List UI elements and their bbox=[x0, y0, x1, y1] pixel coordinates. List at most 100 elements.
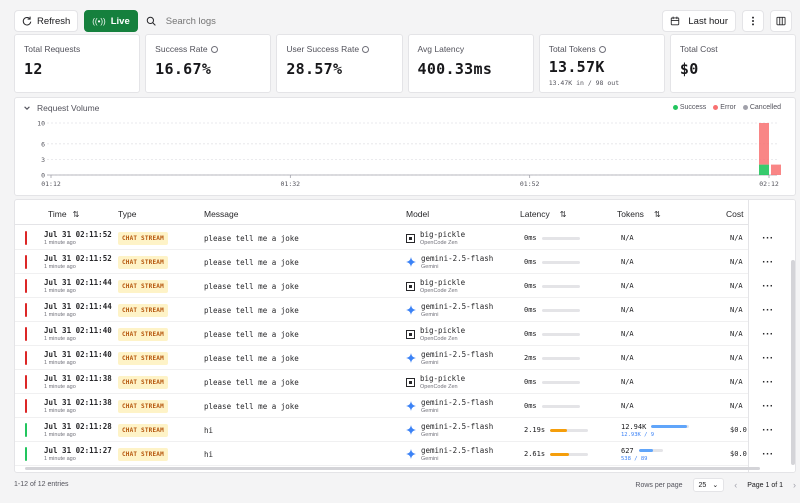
relative-time: 1 minute ago bbox=[44, 432, 76, 438]
time-range-button[interactable]: Last hour bbox=[662, 10, 736, 32]
gemini-sparkle-icon bbox=[406, 401, 416, 411]
column-header-cost: Cost bbox=[726, 209, 744, 219]
tokens-bar bbox=[651, 425, 690, 428]
row-actions-button[interactable]: ··· bbox=[761, 303, 775, 317]
row-actions-button[interactable]: ··· bbox=[761, 351, 775, 365]
gemini-sparkle-icon bbox=[406, 305, 416, 315]
tokens-breakdown: 12.93K / 9 bbox=[621, 431, 655, 438]
stat-card-total-cost: Total Cost $0 bbox=[669, 34, 797, 93]
time-range-label: Last hour bbox=[688, 15, 728, 27]
latency-bar bbox=[541, 332, 580, 336]
model-provider: Gemini bbox=[421, 408, 439, 414]
chevron-down-icon: ⌄ bbox=[712, 482, 719, 489]
table-row[interactable]: Jul 31 02:11:44 1 minute ago CHAT STREAM pl… bbox=[15, 274, 795, 298]
latency-value: 2.19s bbox=[524, 426, 546, 434]
message-text: please tell me a joke bbox=[204, 233, 299, 243]
y-tick-label: 6 bbox=[41, 140, 45, 148]
table-row[interactable]: Jul 31 02:11:38 1 minute ago CHAT STREAM pl… bbox=[15, 370, 795, 394]
row-actions-button[interactable]: ··· bbox=[761, 231, 775, 245]
tokens-value: 12.94K bbox=[621, 422, 647, 431]
stats-row: Total Requests 12 Success Rate 16.67% Us… bbox=[14, 34, 797, 93]
table-row[interactable]: Jul 31 02:11:44 1 minute ago CHAT STREAM pl… bbox=[15, 298, 795, 322]
row-actions-button[interactable]: ··· bbox=[761, 327, 775, 341]
relative-time: 1 minute ago bbox=[44, 336, 76, 342]
gemini-sparkle-icon bbox=[406, 353, 416, 363]
stat-label: Total Tokens bbox=[548, 44, 596, 54]
prev-page-button[interactable]: ‹ bbox=[734, 480, 738, 490]
latency-bar bbox=[541, 260, 580, 264]
latency-value: 0ms bbox=[524, 258, 537, 266]
latency-value: 2ms bbox=[524, 354, 537, 362]
stat-card-total-tokens: Total Tokens 13.57K 13.47K in / 98 out bbox=[538, 34, 665, 93]
type-badge: CHAT STREAM bbox=[118, 327, 168, 341]
gemini-sparkle-icon bbox=[406, 449, 416, 459]
info-icon[interactable] bbox=[210, 45, 218, 53]
next-page-button[interactable]: › bbox=[793, 480, 796, 490]
table-row[interactable]: Jul 31 02:11:52 1 minute ago CHAT STREAM pl… bbox=[15, 226, 795, 250]
column-header-tokens[interactable]: Tokens ⇅ bbox=[617, 209, 661, 219]
model-name: gemini-2.5-flash bbox=[421, 398, 494, 407]
search-input[interactable] bbox=[165, 15, 466, 27]
row-actions-button[interactable]: ··· bbox=[761, 399, 775, 413]
message-text: hi bbox=[204, 449, 214, 459]
type-badge: CHAT STREAM bbox=[118, 447, 168, 461]
tokens-value: N/A bbox=[621, 330, 634, 338]
row-actions-button[interactable]: ··· bbox=[761, 279, 775, 293]
refresh-button[interactable]: Refresh bbox=[14, 10, 79, 32]
row-actions-button[interactable]: ··· bbox=[761, 375, 775, 389]
tokens-value: N/A bbox=[621, 234, 634, 242]
column-header-time[interactable]: Time ⇅ bbox=[48, 209, 80, 219]
vertical-scrollbar[interactable] bbox=[791, 260, 795, 465]
stat-value: 12 bbox=[24, 60, 43, 78]
tokens-value: N/A bbox=[621, 282, 634, 290]
latency-bar bbox=[541, 380, 580, 384]
model-provider: OpenCode Zen bbox=[420, 240, 458, 246]
table-row[interactable]: Jul 31 02:11:40 1 minute ago CHAT STREAM pl… bbox=[15, 322, 795, 346]
type-badge: CHAT STREAM bbox=[118, 279, 168, 293]
sort-icon[interactable]: ⇅ bbox=[72, 209, 80, 219]
legend-item-success: Success bbox=[672, 104, 706, 111]
columns-button[interactable] bbox=[770, 10, 792, 32]
sort-icon[interactable]: ⇅ bbox=[653, 209, 661, 219]
chevron-down-icon[interactable] bbox=[23, 104, 31, 112]
latency-value: 0ms bbox=[524, 330, 537, 338]
status-indicator bbox=[25, 375, 27, 389]
table-row[interactable]: Jul 31 02:11:40 1 minute ago CHAT STREAM pl… bbox=[15, 346, 795, 370]
table-row[interactable]: Jul 31 02:11:38 1 minute ago CHAT STREAM pl… bbox=[15, 394, 795, 418]
chart-header[interactable]: Request Volume bbox=[23, 103, 99, 113]
relative-time: 1 minute ago bbox=[44, 384, 76, 390]
row-actions-button[interactable]: ··· bbox=[761, 255, 775, 269]
request-volume-chart: 10 6 3 001:12 01:32 01:52 02:12 bbox=[37, 120, 781, 188]
column-header-latency[interactable]: Latency ⇅ bbox=[520, 209, 567, 219]
relative-time: 1 minute ago bbox=[44, 288, 76, 294]
timestamp: Jul 31 02:11:52 bbox=[44, 254, 112, 263]
row-actions-button[interactable]: ··· bbox=[761, 423, 775, 437]
model-provider: OpenCode Zen bbox=[420, 288, 458, 294]
sort-icon[interactable]: ⇅ bbox=[559, 209, 567, 219]
more-horizontal-icon: ··· bbox=[762, 376, 774, 388]
bar-success bbox=[759, 164, 769, 175]
rows-per-page-select[interactable]: 25 ⌄ bbox=[692, 478, 725, 492]
page-indicator: Page 1 of 1 bbox=[747, 481, 783, 489]
table-row[interactable]: Jul 31 02:11:28 1 minute ago CHAT STREAM hi… bbox=[15, 418, 795, 442]
info-icon[interactable] bbox=[362, 45, 370, 53]
message-text: please tell me a joke bbox=[204, 281, 299, 291]
table-row[interactable]: Jul 31 02:11:52 1 minute ago CHAT STREAM pl… bbox=[15, 250, 795, 274]
live-button[interactable]: ((•)) Live bbox=[84, 10, 138, 32]
horizontal-scrollbar[interactable] bbox=[25, 467, 760, 470]
more-horizontal-icon: ··· bbox=[762, 352, 774, 364]
stat-card-success-rate: Success Rate 16.67% bbox=[145, 34, 272, 93]
model-name: gemini-2.5-flash bbox=[421, 446, 494, 455]
timestamp: Jul 31 02:11:44 bbox=[44, 278, 112, 287]
row-actions-button[interactable]: ··· bbox=[761, 447, 775, 461]
opencode-logo-icon bbox=[406, 377, 415, 387]
table-row[interactable]: Jul 31 02:11:27 1 minute ago CHAT STREAM hi… bbox=[15, 442, 795, 466]
timestamp: Jul 31 02:11:44 bbox=[44, 302, 112, 311]
more-options-button[interactable] bbox=[742, 10, 764, 32]
latency-value: 0ms bbox=[524, 402, 537, 410]
model-provider: Gemini bbox=[421, 360, 439, 366]
info-icon[interactable] bbox=[598, 45, 606, 53]
search-icon bbox=[146, 16, 156, 26]
cost-value: N/A bbox=[730, 402, 743, 410]
status-indicator bbox=[25, 327, 27, 341]
